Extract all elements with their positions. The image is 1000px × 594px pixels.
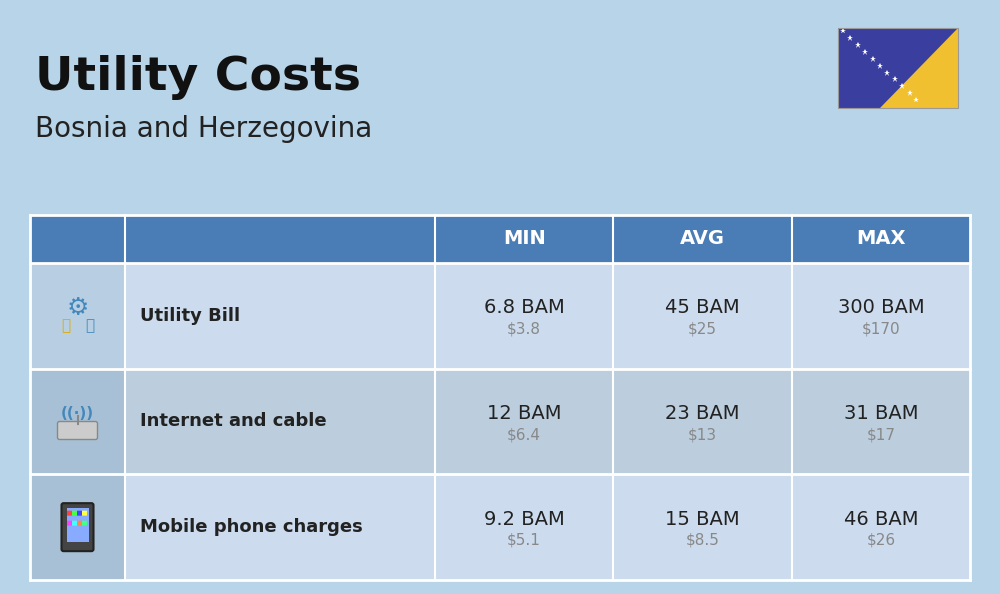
FancyBboxPatch shape <box>30 263 970 369</box>
FancyBboxPatch shape <box>30 263 125 369</box>
FancyBboxPatch shape <box>82 521 87 526</box>
Text: AVG: AVG <box>680 229 725 248</box>
Text: $8.5: $8.5 <box>686 533 719 548</box>
Text: MIN: MIN <box>503 229 546 248</box>
Text: Bosnia and Herzegovina: Bosnia and Herzegovina <box>35 115 372 143</box>
Text: Utility Bill: Utility Bill <box>140 307 240 325</box>
FancyBboxPatch shape <box>67 521 72 526</box>
Text: Mobile phone charges: Mobile phone charges <box>140 518 363 536</box>
Text: MAX: MAX <box>856 229 906 248</box>
Text: 📦: 📦 <box>85 318 94 333</box>
Text: $6.4: $6.4 <box>507 427 541 442</box>
FancyBboxPatch shape <box>66 508 88 542</box>
FancyBboxPatch shape <box>58 422 98 440</box>
Text: $25: $25 <box>688 321 717 336</box>
Text: $5.1: $5.1 <box>507 533 541 548</box>
Text: 6.8 BAM: 6.8 BAM <box>484 298 565 317</box>
Text: Utility Costs: Utility Costs <box>35 55 361 100</box>
Text: 15 BAM: 15 BAM <box>665 510 740 529</box>
Text: ((·)): ((·)) <box>61 406 94 421</box>
FancyBboxPatch shape <box>30 475 125 580</box>
FancyBboxPatch shape <box>30 369 970 475</box>
Text: 46 BAM: 46 BAM <box>844 510 918 529</box>
FancyBboxPatch shape <box>838 28 958 108</box>
Text: ⚙: ⚙ <box>66 296 89 320</box>
FancyBboxPatch shape <box>82 511 87 516</box>
FancyBboxPatch shape <box>62 503 94 551</box>
Text: 🔌: 🔌 <box>61 318 70 333</box>
FancyBboxPatch shape <box>77 511 82 516</box>
FancyBboxPatch shape <box>72 511 77 516</box>
FancyBboxPatch shape <box>67 511 72 516</box>
Text: 9.2 BAM: 9.2 BAM <box>484 510 565 529</box>
Text: 31 BAM: 31 BAM <box>844 404 918 423</box>
FancyBboxPatch shape <box>30 369 125 475</box>
Text: $13: $13 <box>688 427 717 442</box>
Text: $3.8: $3.8 <box>507 321 541 336</box>
FancyBboxPatch shape <box>30 215 970 263</box>
Text: 23 BAM: 23 BAM <box>665 404 740 423</box>
Text: 12 BAM: 12 BAM <box>487 404 561 423</box>
FancyBboxPatch shape <box>30 475 970 580</box>
Text: Internet and cable: Internet and cable <box>140 412 327 431</box>
FancyBboxPatch shape <box>77 521 82 526</box>
Text: $26: $26 <box>866 533 895 548</box>
Text: 300 BAM: 300 BAM <box>838 298 924 317</box>
Text: $17: $17 <box>866 427 895 442</box>
Text: 45 BAM: 45 BAM <box>665 298 740 317</box>
FancyBboxPatch shape <box>72 521 77 526</box>
Polygon shape <box>880 28 958 108</box>
Text: $170: $170 <box>862 321 900 336</box>
